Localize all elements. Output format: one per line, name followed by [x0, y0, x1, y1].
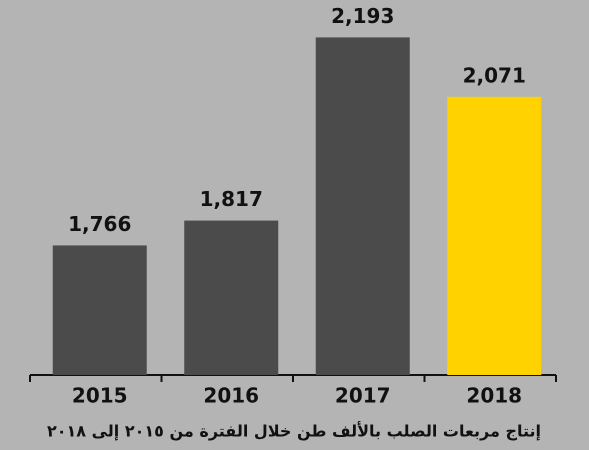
x-tick-label: 2018	[466, 384, 522, 408]
x-tick-label: 2015	[72, 384, 128, 408]
value-label: 2,071	[463, 63, 526, 87]
bar	[315, 37, 410, 375]
bar	[52, 245, 147, 375]
bar	[184, 220, 279, 375]
x-tick-label: 2016	[203, 384, 259, 408]
x-tick-label: 2017	[335, 384, 391, 408]
bar	[447, 96, 542, 375]
value-label: 2,193	[331, 4, 394, 28]
value-label: 1,766	[68, 212, 131, 236]
value-label: 1,817	[200, 187, 263, 211]
chart-title: إنتاج مربعات الصلب بالألف طن خلال الفترة…	[47, 422, 541, 441]
